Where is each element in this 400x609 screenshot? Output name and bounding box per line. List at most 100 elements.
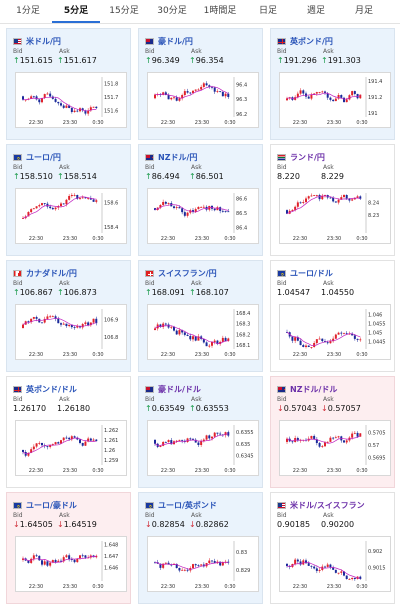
- candlestick-chart[interactable]: 0.902 0.9015 22:30 23:30 0:30: [279, 536, 391, 592]
- x-tick-label: 22:30: [293, 584, 307, 590]
- pair-title-row: 英ポンド/円: [277, 35, 333, 47]
- pair-name[interactable]: NZドル/ドル: [290, 384, 338, 394]
- candle-body: [337, 95, 340, 99]
- candle-body: [60, 103, 62, 106]
- candle-body: [89, 438, 92, 441]
- candle-body: [92, 106, 95, 108]
- pair-card[interactable]: 米ドル/円 Bid Ask ↑151.615 ↑151.617 151.8 151.7 151…: [6, 28, 131, 140]
- ask-value: 8.229: [321, 172, 344, 181]
- pair-card[interactable]: カナダドル/円 Bid Ask ↑106.867 ↑106.873 106.9 106.8 2…: [6, 260, 131, 372]
- pair-card[interactable]: 英ポンド/ドル Bid Ask 1.26170 1.26180 1.262 1.261 1.2…: [6, 376, 131, 488]
- tab-5[interactable]: 日足: [258, 6, 277, 16]
- candle-body: [326, 93, 329, 98]
- chart-svg: 168.4 168.3 168.2 168.1 22:30 23:30 0:30: [154, 309, 250, 358]
- tab-4[interactable]: 1時間足: [203, 6, 237, 16]
- candle-body: [49, 316, 52, 318]
- tab-6[interactable]: 週足: [306, 6, 325, 16]
- y-tick-label: 0.5705: [368, 431, 386, 437]
- candlestick-chart[interactable]: 191.4 191.2 191 22:30 23:30 0:30: [279, 72, 391, 128]
- x-tick-label: 0:30: [224, 120, 235, 126]
- candle-body: [348, 579, 351, 580]
- pair-card[interactable]: 英ポンド/円 Bid Ask ↑191.296 ↑191.303 191.4 191.2 19…: [270, 28, 395, 140]
- x-tick-label: 23:30: [327, 468, 341, 474]
- pair-card[interactable]: NZドル/ドル Bid Ask ↓0.57043 ↓0.57057 0.5705 0.57 0…: [270, 376, 395, 488]
- candle-body: [315, 92, 318, 94]
- bid-price: ↑0.63549: [145, 404, 185, 413]
- pair-name[interactable]: 米ドル/スイスフラン: [290, 500, 365, 510]
- flag-eu-icon: [277, 269, 286, 277]
- ask-value: 106.873: [63, 288, 97, 297]
- candlestick-chart[interactable]: 0.6355 0.635 0.6345 22:30 23:30 0:30: [147, 420, 259, 476]
- tab-3[interactable]: 30分足: [157, 6, 187, 16]
- candlestick-chart[interactable]: 106.9 106.8 22:30 23:30 0:30: [15, 304, 127, 360]
- candle-body: [321, 446, 324, 448]
- candlestick-chart[interactable]: 1.648 1.647 1.646 22:30 23:30 0:30: [15, 536, 127, 592]
- candle-body: [159, 324, 162, 328]
- candlestick-chart[interactable]: 158.6 158.4 22:30 23:30 0:30: [15, 188, 127, 244]
- ask-label: Ask: [191, 396, 202, 403]
- pair-name[interactable]: 豪ドル/ドル: [158, 384, 201, 394]
- ask-value: 0.57057: [327, 404, 361, 413]
- candle-body: [154, 328, 156, 331]
- candle-body: [351, 199, 354, 201]
- bid-price: ↑151.615: [13, 56, 53, 65]
- candle-body: [294, 337, 297, 341]
- pair-name[interactable]: ユーロ/英ポンド: [158, 500, 217, 510]
- pair-name[interactable]: ランド/円: [290, 152, 325, 162]
- pair-card[interactable]: NZドル/円 Bid Ask ↑86.494 ↑86.501 86.6 86.5 86.4 22…: [138, 144, 263, 256]
- tab-2[interactable]: 15分足: [109, 6, 139, 16]
- pair-name[interactable]: 米ドル/円: [26, 36, 61, 46]
- candle-body: [49, 445, 52, 448]
- pair-card[interactable]: 米ドル/スイスフラン Bid Ask 0.90185 0.90200 0.902 0.901…: [270, 492, 395, 604]
- y-tick-label: 106.9: [104, 317, 118, 323]
- tab-0[interactable]: 1分足: [16, 6, 40, 16]
- candle-body: [76, 110, 79, 112]
- flag-eu-icon: [145, 501, 154, 509]
- candle-body: [62, 203, 65, 205]
- pair-name[interactable]: NZドル/円: [158, 152, 198, 162]
- ask-label: Ask: [59, 280, 70, 287]
- candle-body: [62, 437, 65, 441]
- tab-7[interactable]: 月足: [354, 6, 373, 16]
- candlestick-chart[interactable]: 151.8 151.7 151.6 22:30 23:30 0:30: [15, 72, 127, 128]
- candle-body: [332, 99, 335, 102]
- candle-body: [175, 440, 178, 442]
- pair-card[interactable]: ユーロ/英ポンド Bid Ask ↓0.82854 ↓0.82862 0.83 0.829 2…: [138, 492, 263, 604]
- bid-price: ↑191.296: [277, 56, 317, 65]
- pair-card[interactable]: 豪ドル/ドル Bid Ask ↑0.63549 ↑0.63553 0.6355 0.635 0…: [138, 376, 263, 488]
- pair-name[interactable]: 英ポンド/円: [290, 36, 333, 46]
- pair-name[interactable]: ユーロ/円: [26, 152, 61, 162]
- pair-card[interactable]: ユーロ/円 Bid Ask ↑158.510 ↑158.514 158.6 158.4 22:…: [6, 144, 131, 256]
- tab-1[interactable]: 5分足: [52, 0, 100, 23]
- candlestick-chart[interactable]: 1.046 1.0455 1.045 1.0445 22:30 23:30 0:30: [279, 304, 391, 360]
- pair-name[interactable]: 豪ドル/円: [158, 36, 193, 46]
- pair-name[interactable]: カナダドル/円: [26, 268, 77, 278]
- pair-name[interactable]: ユーロ/豪ドル: [26, 500, 77, 510]
- arrow-up-icon: ↑: [13, 288, 20, 297]
- pair-name[interactable]: スイスフラン/円: [158, 268, 217, 278]
- ask-label: Ask: [59, 512, 70, 519]
- candle-body: [159, 563, 162, 568]
- pair-name[interactable]: ユーロ/ドル: [290, 268, 333, 278]
- y-tick-label: 191: [368, 111, 378, 117]
- bid-label: Bid: [145, 164, 155, 171]
- candlestick-chart[interactable]: 8.24 8.23 22:30 23:30 0:30: [279, 188, 391, 244]
- pair-card[interactable]: ランド/円 Bid Ask 8.220 8.229 8.24 8.23 22:30 23:30 0…: [270, 144, 395, 256]
- candlestick-chart[interactable]: 96.4 96.3 96.2 22:30 23:30 0:30: [147, 72, 259, 128]
- pair-title-row: ランド/円: [277, 151, 325, 163]
- candlestick-chart[interactable]: 1.262 1.261 1.26 1.259 22:30 23:30 0:30: [15, 420, 127, 476]
- candlestick-chart[interactable]: 0.83 0.829 22:30 23:30 0:30: [147, 536, 259, 592]
- candle-body: [313, 435, 316, 440]
- candlestick-chart[interactable]: 0.5705 0.57 0.5695 22:30 23:30 0:30: [279, 420, 391, 476]
- pair-card[interactable]: 豪ドル/円 Bid Ask ↑96.349 ↑96.354 96.4 96.3 96.2 22:…: [138, 28, 263, 140]
- candle-body: [159, 204, 162, 208]
- pair-card[interactable]: スイスフラン/円 Bid Ask ↑168.091 ↑168.107 168.4 168.3…: [138, 260, 263, 372]
- pair-card[interactable]: ユーロ/豪ドル Bid Ask ↓1.64505 ↓1.64519 1.648 1.647 1…: [6, 492, 131, 604]
- pair-card[interactable]: ユーロ/ドル Bid Ask 1.04547 1.04550 1.046 1.0455 1.0…: [270, 260, 395, 372]
- pair-name[interactable]: 英ポンド/ドル: [26, 384, 77, 394]
- x-tick-label: 23:30: [195, 120, 209, 126]
- candle-body: [343, 195, 345, 198]
- candle-body: [60, 203, 62, 207]
- candlestick-chart[interactable]: 168.4 168.3 168.2 168.1 22:30 23:30 0:30: [147, 304, 259, 360]
- candlestick-chart[interactable]: 86.6 86.5 86.4 22:30 23:30 0:30: [147, 188, 259, 244]
